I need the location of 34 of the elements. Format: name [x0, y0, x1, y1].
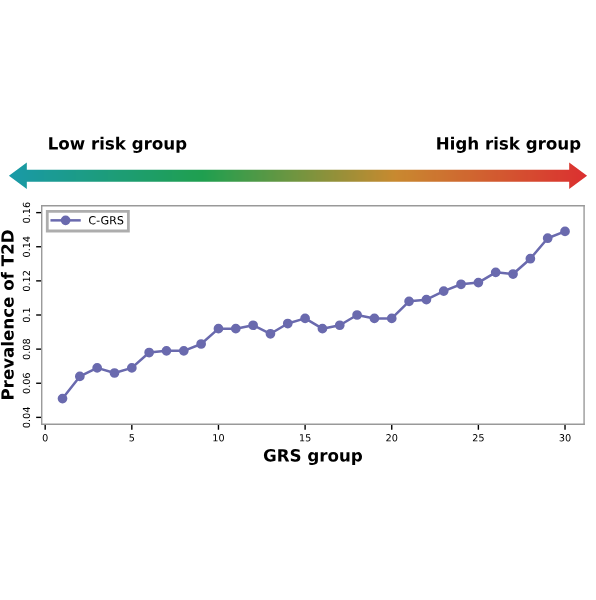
point	[560, 226, 570, 237]
point	[490, 267, 501, 278]
point	[334, 320, 345, 331]
text: High risk group	[437, 136, 581, 153]
point	[161, 345, 172, 356]
point	[248, 320, 258, 331]
point	[352, 310, 362, 320]
x-axis-title: GRS group	[263, 449, 363, 466]
point	[438, 286, 449, 296]
point	[456, 279, 466, 290]
point	[92, 363, 103, 373]
point	[213, 323, 224, 334]
point	[144, 347, 155, 358]
point	[178, 345, 189, 356]
point	[196, 339, 206, 349]
point	[300, 313, 310, 324]
point	[74, 371, 85, 382]
point	[126, 363, 137, 373]
point	[508, 269, 518, 279]
point	[369, 313, 380, 324]
point	[525, 253, 536, 264]
point	[421, 294, 432, 305]
point	[542, 233, 553, 244]
point	[473, 277, 484, 288]
text: Low risk group	[49, 136, 187, 153]
point	[57, 393, 68, 404]
y-axis-title: Prevalence of T2D	[0, 230, 14, 399]
point	[282, 318, 293, 329]
point	[230, 323, 241, 334]
point	[404, 296, 414, 307]
point	[109, 368, 120, 378]
point	[317, 323, 328, 334]
point	[265, 328, 276, 339]
point	[386, 313, 397, 324]
